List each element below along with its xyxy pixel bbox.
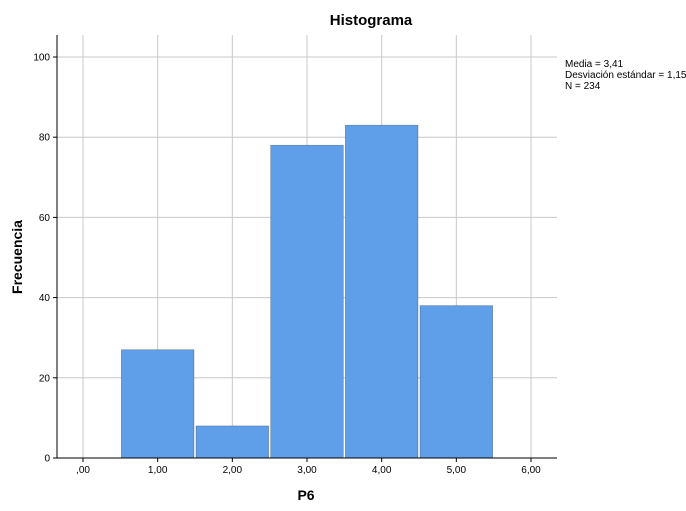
x-tick-label: 2,00 xyxy=(223,465,243,476)
y-tick-label: 40 xyxy=(39,293,51,304)
x-tick-label: 1,00 xyxy=(148,465,168,476)
stat-mean: Media = 3,41 xyxy=(565,59,624,70)
stats-box: Media = 3,41 Desviación estándar = 1,155… xyxy=(565,59,686,92)
histogram-bar xyxy=(419,305,493,459)
chart-title: Histograma xyxy=(330,12,413,29)
stat-n: N = 234 xyxy=(565,81,601,92)
y-tick-label: 100 xyxy=(33,53,50,64)
histogram-bar xyxy=(270,144,344,459)
histogram-bar xyxy=(195,425,269,459)
y-tick-label: 60 xyxy=(39,213,51,224)
y-axis-title: Frecuencia xyxy=(9,220,25,294)
x-tick-label: 4,00 xyxy=(372,465,392,476)
x-tick-label: 6,00 xyxy=(521,465,541,476)
stat-std-dev: Desviación estándar = 1,155 xyxy=(565,70,686,81)
axes-layer xyxy=(53,35,557,462)
y-tick-label: 0 xyxy=(44,454,50,465)
y-tick-label: 80 xyxy=(39,133,51,144)
x-tick-label: ,00 xyxy=(76,465,90,476)
x-tick-label: 3,00 xyxy=(297,465,317,476)
x-tick-label: 5,00 xyxy=(447,465,467,476)
y-tick-label: 20 xyxy=(39,373,51,384)
histogram-bar xyxy=(121,349,195,459)
histogram-bar xyxy=(345,124,419,459)
bars-layer xyxy=(121,124,493,459)
x-axis-title: P6 xyxy=(297,487,314,503)
ticks-layer: 0 20 40 60 80 100 ,00 1,00 2,00 3,00 4,00 5,00 6,00 xyxy=(33,53,541,477)
